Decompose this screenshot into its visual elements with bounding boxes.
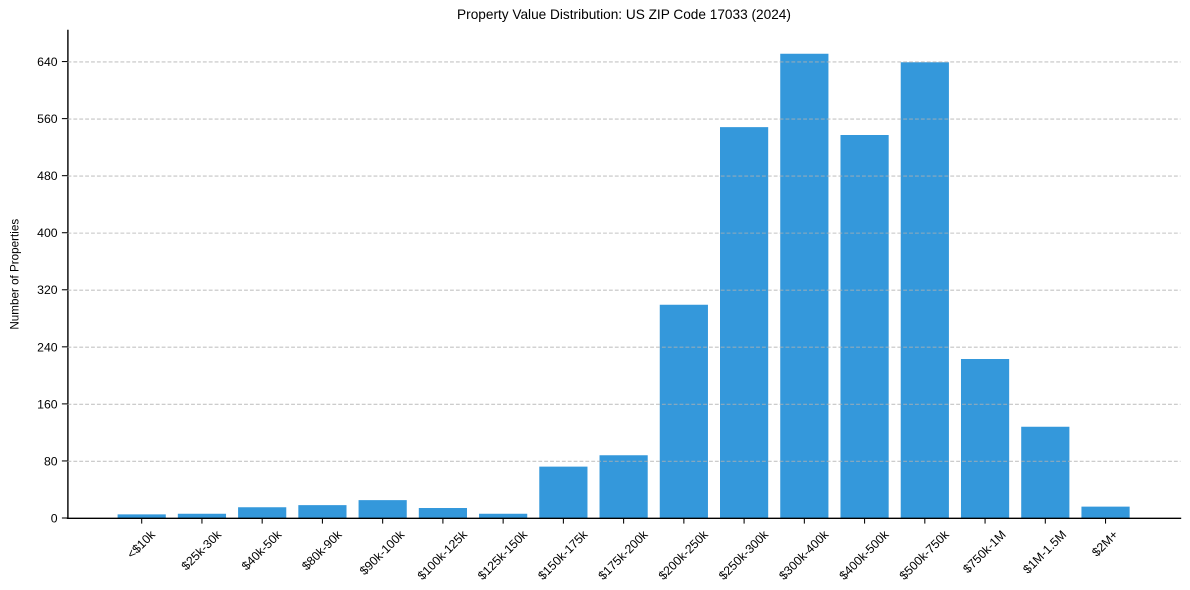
svg-text:640: 640: [37, 55, 58, 69]
svg-text:400: 400: [37, 226, 58, 240]
svg-text:80: 80: [44, 454, 58, 468]
svg-text:Property Value Distribution: U: Property Value Distribution: US ZIP Code…: [457, 7, 791, 22]
svg-text:320: 320: [37, 283, 58, 297]
svg-text:Number of Properties: Number of Properties: [8, 219, 21, 330]
svg-text:0: 0: [51, 511, 58, 525]
svg-text:160: 160: [37, 397, 58, 411]
svg-text:560: 560: [37, 112, 58, 126]
svg-text:480: 480: [37, 169, 58, 183]
svg-text:240: 240: [37, 340, 58, 354]
